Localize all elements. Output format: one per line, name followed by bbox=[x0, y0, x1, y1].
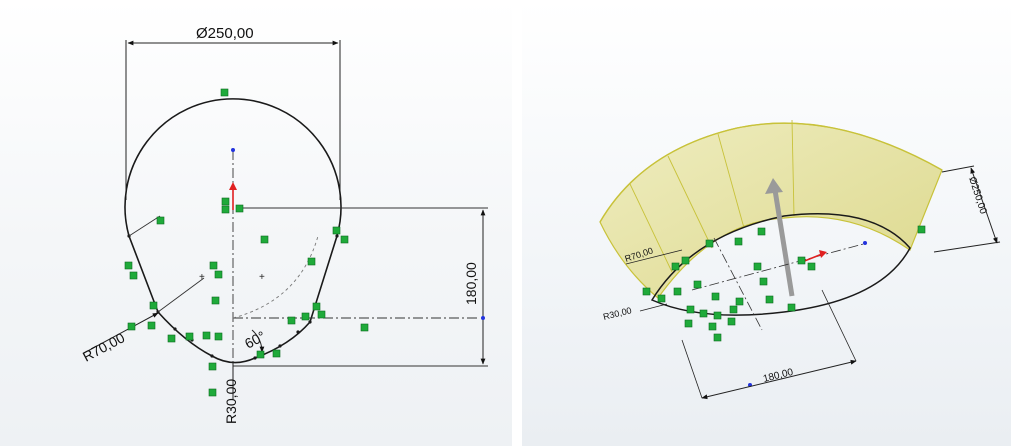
relation-icon bbox=[787, 303, 796, 312]
relation-icon bbox=[287, 316, 296, 325]
relation-icon bbox=[332, 226, 341, 235]
relation-icon bbox=[673, 287, 682, 296]
height-dimension[interactable]: 180,00 bbox=[463, 209, 486, 365]
relation-icon bbox=[711, 292, 720, 301]
relation-icon bbox=[211, 296, 220, 305]
radius-small-dimension[interactable]: R30,00 bbox=[223, 362, 239, 424]
relation-icon bbox=[209, 261, 218, 270]
sketch-2d-view: Ø250,00 180,00 bbox=[0, 0, 512, 446]
relation-icon bbox=[129, 271, 138, 280]
relation-icon bbox=[220, 88, 229, 97]
relation-icon bbox=[693, 280, 702, 289]
relation-icon bbox=[705, 239, 714, 248]
relation-icon bbox=[301, 312, 310, 321]
relation-icon bbox=[699, 309, 708, 318]
relation-icon bbox=[124, 261, 133, 270]
relation-icon bbox=[753, 262, 762, 271]
relation-icon bbox=[360, 323, 369, 332]
extruded-surface[interactable] bbox=[599, 119, 943, 316]
relation-icon bbox=[765, 295, 774, 304]
relation-icon bbox=[642, 287, 651, 296]
svg-text:+: + bbox=[199, 272, 205, 283]
model-3d-view: Ø250,00 180,00 R70,00 R30,00 bbox=[522, 0, 1011, 446]
relation-icon bbox=[312, 302, 321, 311]
relation-icon bbox=[713, 333, 722, 342]
sketch-canvas: Ø250,00 180,00 bbox=[0, 0, 512, 446]
sketch-origin: + + bbox=[199, 148, 485, 320]
relation-icon bbox=[734, 237, 743, 246]
relation-icon bbox=[807, 262, 816, 271]
extrude-direction-arrow[interactable] bbox=[765, 178, 795, 297]
relation-icon bbox=[149, 301, 158, 310]
relation-icon bbox=[684, 319, 693, 328]
relation-icon bbox=[757, 227, 766, 236]
diameter-label: Ø250,00 bbox=[196, 25, 254, 42]
viewport-background bbox=[0, 0, 512, 446]
view-divider bbox=[512, 0, 522, 446]
relation-icon bbox=[214, 270, 223, 279]
relation-icon bbox=[735, 297, 744, 306]
relation-icon bbox=[917, 225, 926, 234]
relation-icon bbox=[671, 262, 680, 271]
relation-icon bbox=[208, 388, 217, 397]
relation-icon bbox=[235, 204, 244, 213]
relation-icon bbox=[727, 317, 736, 326]
relation-icon bbox=[797, 256, 806, 265]
relation-icon bbox=[729, 305, 738, 314]
relation-icon bbox=[256, 350, 265, 359]
relation-icon bbox=[317, 310, 326, 319]
svg-text:+: + bbox=[259, 272, 265, 283]
relation-icon bbox=[686, 305, 695, 314]
relation-icon bbox=[221, 197, 230, 206]
diameter-dimension[interactable]: Ø250,00 bbox=[125, 25, 341, 200]
relation-icon bbox=[272, 349, 281, 358]
relation-icon bbox=[260, 235, 269, 244]
relation-icon bbox=[127, 322, 136, 331]
height-label: 180,00 bbox=[463, 262, 479, 305]
relation-icon bbox=[759, 277, 768, 286]
relation-icon bbox=[713, 311, 722, 320]
relation-icon bbox=[681, 256, 690, 265]
construction-lines bbox=[691, 237, 868, 331]
relation-icon bbox=[202, 331, 211, 340]
relation-icon bbox=[156, 216, 165, 225]
relation-icon bbox=[147, 321, 156, 330]
relation-icon bbox=[185, 332, 194, 341]
model-canvas: Ø250,00 180,00 R70,00 R30,00 bbox=[522, 0, 1011, 446]
relation-icons[interactable] bbox=[642, 225, 926, 342]
relation-icon bbox=[340, 235, 349, 244]
construction-lines bbox=[128, 150, 488, 392]
relation-icon bbox=[221, 205, 230, 214]
relation-icon bbox=[208, 362, 217, 371]
relation-icon bbox=[708, 322, 717, 331]
relation-icon bbox=[214, 332, 223, 341]
relation-icons[interactable] bbox=[124, 88, 369, 397]
relation-icon bbox=[307, 257, 316, 266]
sketch-profile[interactable] bbox=[124, 98, 342, 364]
relation-icon bbox=[167, 334, 176, 343]
relation-icon bbox=[657, 294, 666, 303]
radius-small-label: R30,00 bbox=[223, 379, 239, 424]
